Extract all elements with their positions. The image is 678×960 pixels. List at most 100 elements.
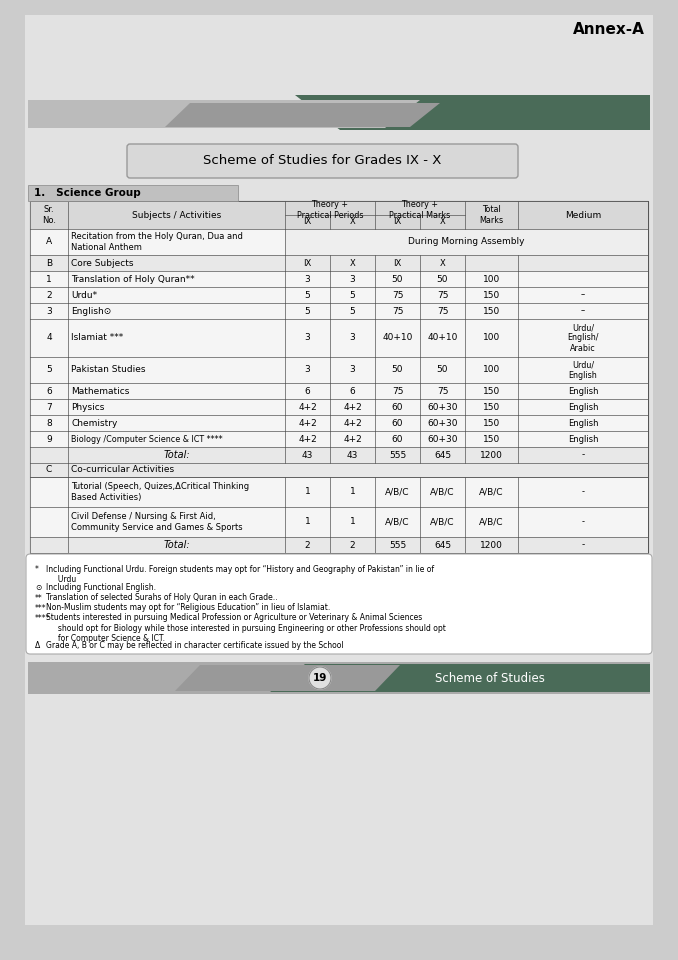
Text: *: *	[35, 565, 39, 574]
Text: -: -	[582, 517, 584, 526]
Text: 150: 150	[483, 387, 500, 396]
FancyBboxPatch shape	[28, 185, 238, 201]
Text: English: English	[567, 435, 598, 444]
Text: 60: 60	[392, 419, 403, 427]
Text: 3: 3	[304, 333, 311, 343]
Text: -: -	[582, 488, 584, 496]
Text: 75: 75	[392, 387, 403, 396]
Text: 100: 100	[483, 366, 500, 374]
Circle shape	[309, 667, 331, 689]
Polygon shape	[28, 100, 420, 128]
Polygon shape	[295, 95, 650, 130]
Text: **: **	[35, 593, 43, 603]
Text: 1: 1	[304, 517, 311, 526]
Text: 1: 1	[46, 275, 52, 283]
Text: 50: 50	[392, 366, 403, 374]
FancyBboxPatch shape	[30, 383, 648, 399]
FancyBboxPatch shape	[30, 201, 648, 229]
Text: 3: 3	[350, 333, 355, 343]
Text: Scheme of Studies: Scheme of Studies	[435, 671, 545, 684]
Text: Biology /Computer Science & ICT ****: Biology /Computer Science & ICT ****	[71, 435, 222, 444]
FancyBboxPatch shape	[30, 507, 648, 537]
Text: 100: 100	[483, 275, 500, 283]
FancyBboxPatch shape	[30, 255, 648, 271]
Text: 4+2: 4+2	[343, 402, 362, 412]
Text: -: -	[581, 450, 584, 460]
Text: 2: 2	[350, 540, 355, 549]
Text: 75: 75	[392, 306, 403, 316]
Text: Medium: Medium	[565, 210, 601, 220]
Text: 3: 3	[304, 275, 311, 283]
Text: Recitation from the Holy Quran, Dua and
National Anthem: Recitation from the Holy Quran, Dua and …	[71, 232, 243, 252]
Text: A/B/C: A/B/C	[431, 517, 455, 526]
FancyBboxPatch shape	[25, 15, 653, 925]
Text: B: B	[46, 258, 52, 268]
Text: IX: IX	[393, 218, 401, 227]
Text: Including Functional English.: Including Functional English.	[46, 584, 156, 592]
Text: 60: 60	[392, 402, 403, 412]
Text: 40+10: 40+10	[382, 333, 413, 343]
Text: Including Functional Urdu. Foreign students may opt for “History and Geography o: Including Functional Urdu. Foreign stude…	[46, 565, 434, 585]
Text: 1200: 1200	[480, 540, 503, 549]
Text: Urdu*: Urdu*	[71, 291, 97, 300]
Text: 4+2: 4+2	[298, 419, 317, 427]
FancyBboxPatch shape	[30, 271, 648, 287]
Text: Subjects / Activities: Subjects / Activities	[132, 210, 221, 220]
Text: 645: 645	[434, 540, 451, 549]
Text: 3: 3	[350, 275, 355, 283]
Text: A/B/C: A/B/C	[385, 517, 410, 526]
Text: –: –	[581, 306, 585, 316]
Text: 75: 75	[437, 291, 448, 300]
Text: 6: 6	[350, 387, 355, 396]
Text: English: English	[567, 387, 598, 396]
Text: C: C	[46, 466, 52, 474]
Text: Total:: Total:	[163, 450, 190, 460]
FancyBboxPatch shape	[30, 319, 648, 357]
Text: 4+2: 4+2	[298, 435, 317, 444]
FancyBboxPatch shape	[285, 229, 648, 255]
Text: 75: 75	[392, 291, 403, 300]
FancyBboxPatch shape	[30, 463, 648, 477]
Text: 50: 50	[437, 366, 448, 374]
FancyBboxPatch shape	[30, 357, 648, 383]
Text: 3: 3	[304, 366, 311, 374]
Text: 2: 2	[46, 291, 52, 300]
Text: Annex-A: Annex-A	[573, 22, 645, 37]
Text: Urdu/
English/
Arabic: Urdu/ English/ Arabic	[567, 324, 599, 353]
Text: Non-Muslim students may opt for “Religious Education” in lieu of Islamiat.: Non-Muslim students may opt for “Religio…	[46, 604, 330, 612]
Text: 4+2: 4+2	[298, 402, 317, 412]
Text: X: X	[350, 218, 355, 227]
Text: Translation of Holy Quran**: Translation of Holy Quran**	[71, 275, 195, 283]
Text: 555: 555	[389, 540, 406, 549]
Text: Scheme of Studies for Grades IX - X: Scheme of Studies for Grades IX - X	[203, 155, 441, 167]
FancyBboxPatch shape	[30, 287, 648, 303]
Text: 1: 1	[350, 488, 355, 496]
Text: 4: 4	[46, 333, 52, 343]
Polygon shape	[270, 664, 650, 692]
Text: A: A	[46, 237, 52, 247]
Text: 150: 150	[483, 306, 500, 316]
Text: Theory +
Practical Periods: Theory + Practical Periods	[297, 201, 363, 220]
FancyBboxPatch shape	[30, 415, 648, 431]
Text: A/B/C: A/B/C	[479, 517, 504, 526]
Text: English: English	[567, 419, 598, 427]
Text: IX: IX	[303, 218, 312, 227]
Text: 4+2: 4+2	[343, 435, 362, 444]
Text: 1200: 1200	[480, 450, 503, 460]
Text: IX: IX	[393, 258, 401, 268]
Text: 8: 8	[46, 419, 52, 427]
Text: ***: ***	[35, 604, 47, 612]
Text: Grade A, B or C may be reflected in character certificate issued by the School: Grade A, B or C may be reflected in char…	[46, 640, 344, 650]
FancyBboxPatch shape	[30, 399, 648, 415]
FancyBboxPatch shape	[30, 431, 648, 447]
Text: 7: 7	[46, 402, 52, 412]
Text: Pakistan Studies: Pakistan Studies	[71, 366, 146, 374]
Text: Civil Defense / Nursing & First Aid,
Community Service and Games & Sports: Civil Defense / Nursing & First Aid, Com…	[71, 513, 243, 532]
Text: 150: 150	[483, 402, 500, 412]
Text: IX: IX	[303, 258, 312, 268]
Text: 5: 5	[304, 306, 311, 316]
Text: 50: 50	[437, 275, 448, 283]
Text: 5: 5	[350, 291, 355, 300]
Text: 150: 150	[483, 419, 500, 427]
Text: 1.   Science Group: 1. Science Group	[34, 188, 141, 198]
